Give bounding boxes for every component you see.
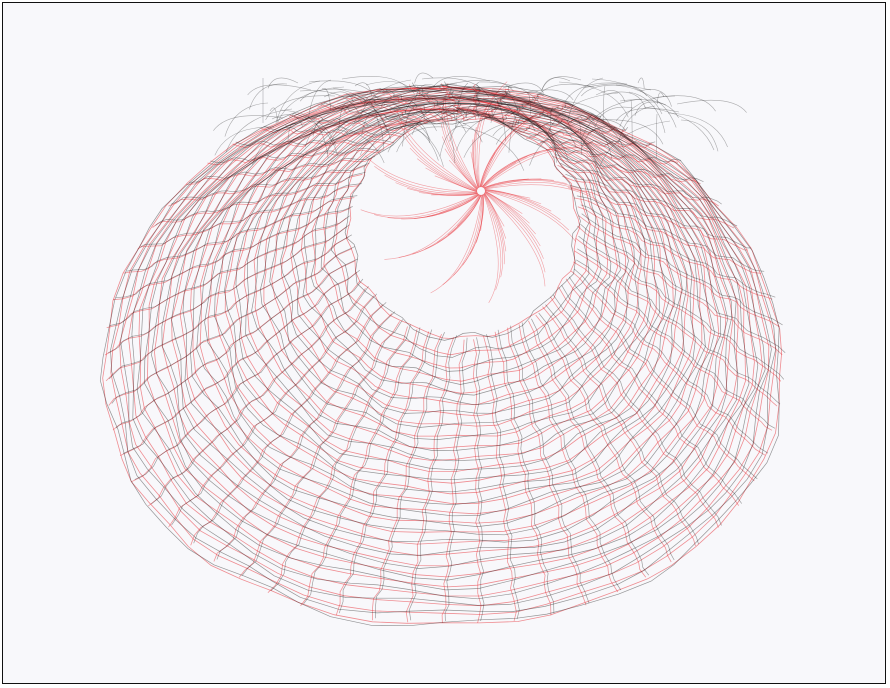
- dark-line-layer: [99, 72, 786, 627]
- red-line-layer: [102, 81, 783, 624]
- wireframe-mesh-drawing: [99, 72, 786, 627]
